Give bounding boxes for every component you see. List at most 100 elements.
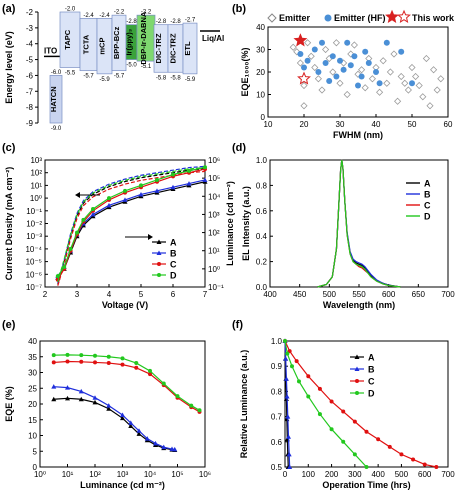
plot-frame bbox=[284, 340, 449, 468]
data-point bbox=[128, 423, 134, 429]
data-point bbox=[422, 462, 427, 467]
homo-value: -5.9 bbox=[99, 77, 110, 83]
x-tick-label: 40 bbox=[372, 120, 381, 129]
legend-label: Emitter bbox=[279, 13, 311, 23]
series-line bbox=[317, 159, 401, 288]
series-line-current bbox=[57, 165, 206, 284]
y-tick-label: 0.8 bbox=[256, 181, 268, 190]
data-point bbox=[161, 381, 166, 386]
y2-tick-label: 10² bbox=[208, 229, 220, 238]
y-tick-label: -7 bbox=[26, 87, 34, 96]
legend-label: D bbox=[368, 389, 375, 399]
y-tick-label: 0.7 bbox=[271, 413, 283, 422]
panel-label: (a) bbox=[2, 3, 16, 15]
y-axis-label: Energy level (eV) bbox=[4, 31, 14, 104]
y-tick-label: 30 bbox=[28, 369, 37, 378]
y-tick-label: 10⁻¹ bbox=[26, 207, 42, 216]
scatter-point-emitter bbox=[401, 79, 409, 87]
scatter-point-emitter bbox=[426, 102, 434, 110]
y2-tick-label: 10⁴ bbox=[208, 192, 221, 201]
y-tick-label: 10⁰ bbox=[30, 194, 42, 203]
legend-marker-hf bbox=[324, 14, 332, 22]
x-tick-label: 650 bbox=[412, 290, 426, 299]
series-line bbox=[53, 360, 200, 413]
y-tick-label: 20 bbox=[28, 400, 37, 409]
y-tick-label: 0.0 bbox=[256, 283, 268, 292]
series-line-current bbox=[57, 167, 206, 283]
data-point bbox=[317, 412, 322, 417]
series-line bbox=[317, 159, 401, 288]
data-point bbox=[75, 230, 79, 235]
y2-tick-label: 10¹ bbox=[208, 247, 220, 256]
data-point bbox=[341, 439, 346, 444]
scatter-point-emitter bbox=[383, 79, 391, 87]
y-tick-label: 0.5 bbox=[271, 463, 283, 472]
x-tick-label: 10⁵ bbox=[171, 470, 183, 479]
scatter-point-emitter bbox=[322, 45, 330, 54]
y-axis-label: EQE₁₀₀₀(%) bbox=[240, 48, 250, 97]
legend-label: C bbox=[170, 260, 177, 270]
layer-label: HATCN bbox=[49, 86, 58, 112]
data-point bbox=[106, 406, 112, 411]
layer-label: DIC-TRZ bbox=[169, 33, 178, 63]
scatter-point-emitter bbox=[386, 68, 394, 76]
data-point bbox=[120, 362, 125, 367]
plot-frame bbox=[267, 26, 449, 118]
legend-marker bbox=[157, 262, 161, 266]
legend-marker bbox=[354, 354, 360, 359]
data-point bbox=[93, 360, 97, 365]
data-point bbox=[352, 452, 357, 457]
data-point bbox=[364, 465, 369, 469]
data-point bbox=[51, 384, 57, 389]
x-tick-label: 30 bbox=[336, 120, 345, 129]
x-tick-label: 6 bbox=[171, 290, 176, 299]
data-point bbox=[106, 354, 111, 359]
x-tick-label: 400 bbox=[371, 470, 385, 479]
legend-marker bbox=[157, 273, 161, 277]
scatter-point-hf bbox=[311, 46, 318, 53]
homo-value: -5.8 bbox=[170, 75, 181, 81]
lumo-value: -2.2 bbox=[141, 10, 152, 16]
data-point bbox=[106, 361, 111, 366]
x-axis-label: Operation Time (hrs) bbox=[322, 480, 410, 490]
series-line-luminance bbox=[57, 166, 206, 277]
scatter-point-emitter bbox=[379, 57, 387, 65]
x-tick-label: 0 bbox=[283, 470, 288, 479]
y-tick-label: -6 bbox=[26, 71, 34, 80]
y-tick-label: 10⁻⁵ bbox=[26, 258, 42, 267]
y2-tick-label: 10⁶ bbox=[208, 156, 220, 165]
data-point bbox=[306, 394, 311, 399]
scatter-point-emitter bbox=[397, 72, 405, 81]
data-point bbox=[79, 359, 84, 364]
scatter-point-emitter bbox=[304, 39, 312, 47]
panel-d-el-spectra: (d) 400 450 500 550 600 650 700 0.0 0.2 0.4 0.6 0.8 1… bbox=[232, 142, 455, 310]
data-point bbox=[352, 419, 357, 424]
x-axis-label: Wavelength (nm) bbox=[323, 300, 395, 310]
scatter-point-emitter bbox=[430, 66, 438, 74]
panel-label: (f) bbox=[232, 319, 243, 331]
y-tick-label: -4 bbox=[26, 40, 34, 49]
data-point bbox=[65, 352, 70, 357]
data-point bbox=[175, 394, 180, 399]
y-tick-label: 10⁻² bbox=[26, 220, 42, 229]
layer-label: DBP-Ir-DABNA bbox=[139, 11, 148, 64]
y-tick-label: 0.6 bbox=[256, 207, 268, 216]
scatter-point-hf bbox=[376, 80, 383, 87]
scatter-point-hf bbox=[362, 48, 369, 55]
data-point bbox=[287, 349, 292, 354]
scatter-point-emitter bbox=[394, 97, 402, 105]
x-tick-label: 300 bbox=[348, 470, 362, 479]
y-tick-label: 0.9 bbox=[271, 362, 283, 371]
scatter-point-hf bbox=[297, 51, 304, 57]
scatter-point-emitter bbox=[368, 75, 376, 83]
y-axis-label: EL Intensity (a.u.) bbox=[241, 186, 251, 261]
data-point bbox=[78, 396, 84, 402]
data-point bbox=[51, 353, 56, 358]
legend-label: D bbox=[170, 271, 177, 281]
panel-label: (b) bbox=[232, 3, 246, 15]
scatter-point-hf bbox=[304, 57, 311, 64]
data-point bbox=[65, 359, 70, 364]
y-tick-label: -3 bbox=[26, 24, 34, 33]
data-point bbox=[364, 429, 369, 434]
